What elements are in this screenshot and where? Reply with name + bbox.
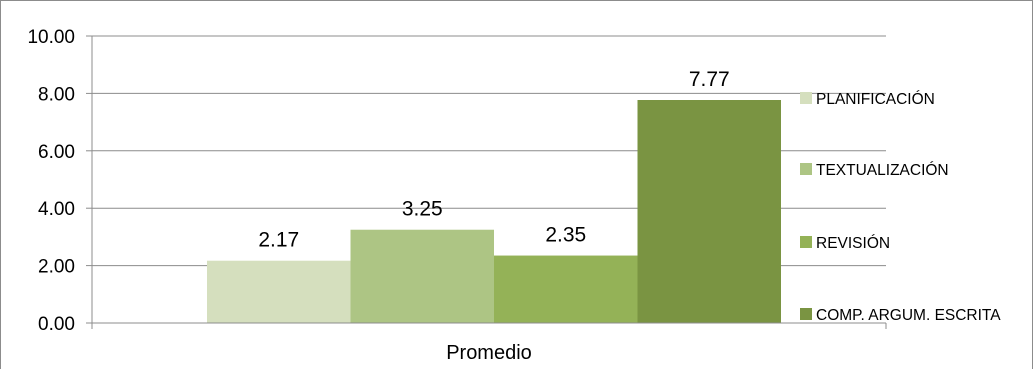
legend-item: PLANIFICACIÓN — [800, 91, 935, 108]
y-tick-label: 2.00 — [38, 257, 75, 278]
bar-3 — [494, 255, 638, 323]
legend-item: COMP. ARGUM. ESCRITA — [800, 307, 1001, 324]
y-tick-label: 0.00 — [38, 314, 75, 335]
legend-swatch — [800, 308, 812, 320]
y-tick-label: 8.00 — [38, 84, 75, 105]
legend-swatch — [800, 163, 812, 175]
data-label: 2.35 — [545, 224, 586, 247]
legend-swatch — [800, 236, 812, 248]
legend-label: COMP. ARGUM. ESCRITA — [816, 307, 1001, 324]
y-tick-label: 4.00 — [38, 199, 75, 220]
data-label: 2.17 — [258, 229, 299, 252]
y-axis-tick-labels: 0.00 2.00 4.00 6.00 8.00 10.00 — [27, 27, 75, 335]
legend-label: PLANIFICACIÓN — [816, 91, 935, 108]
bar-2 — [350, 229, 494, 323]
legend-item: TEXTUALIZACIÓN — [800, 162, 949, 179]
legend-item: REVISIÓN — [800, 235, 890, 252]
legend-swatch — [800, 92, 812, 104]
y-tick-label: 6.00 — [38, 142, 75, 163]
bars — [207, 100, 781, 323]
data-labels: 2.17 3.25 2.35 7.77 — [258, 68, 729, 252]
bar-1 — [207, 260, 351, 323]
y-tick-label: 10.00 — [27, 27, 75, 48]
bar-4 — [637, 100, 781, 323]
data-label: 3.25 — [402, 198, 443, 221]
data-label: 7.77 — [689, 68, 730, 91]
legend-label: TEXTUALIZACIÓN — [816, 162, 949, 179]
x-category-label: Promedio — [446, 342, 532, 364]
x-axis: Promedio — [91, 322, 887, 364]
legend: PLANIFICACIÓN TEXTUALIZACIÓN REVISIÓN COMP.… — [800, 91, 1001, 324]
legend-label: REVISIÓN — [816, 235, 890, 252]
